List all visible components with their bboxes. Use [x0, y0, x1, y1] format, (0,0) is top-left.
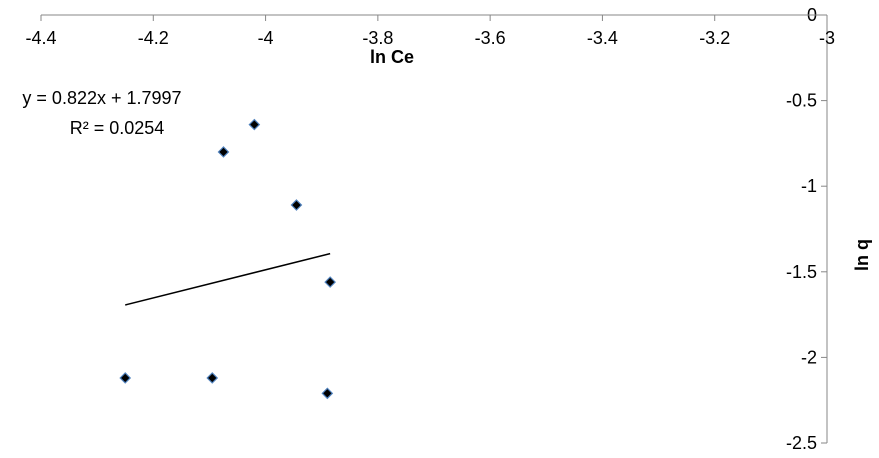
- data-point: [248, 118, 261, 131]
- y-tick-label: -0.5: [786, 91, 817, 111]
- y-tick-label: -1.5: [786, 262, 817, 282]
- x-axis-title: ln Ce: [370, 47, 414, 67]
- y-axis-title: ln q: [852, 239, 872, 271]
- trendline-group: [125, 252, 331, 306]
- x-tick-label: -3.6: [475, 28, 506, 48]
- x-tick-label: -3.2: [699, 28, 730, 48]
- y-axis: 0-0.5-1-1.5-2-2.5: [786, 5, 828, 453]
- data-point: [324, 276, 336, 288]
- data-point: [206, 372, 219, 384]
- x-axis: -4.4 -4.2 -4 -3.8 -3.6 -3.4 -3.2 -3: [25, 14, 835, 48]
- x-tick-label: -3.4: [587, 28, 618, 48]
- data-points: [119, 118, 336, 400]
- y-tick-label: -1: [801, 176, 817, 196]
- data-point: [119, 372, 132, 384]
- data-point: [290, 199, 303, 211]
- r-squared-label: R² = 0.0254: [70, 118, 165, 138]
- x-tick-label: -4.2: [138, 28, 169, 48]
- y-tick-label: -2: [801, 347, 817, 367]
- x-tick-label: -4: [258, 28, 274, 48]
- trendline-equation: y = 0.822x + 1.7997: [22, 88, 181, 108]
- x-tick-label: -3.8: [362, 28, 393, 48]
- x-tick-label: -4.4: [25, 28, 56, 48]
- trendline: [125, 252, 331, 306]
- x-tick-label: -3: [819, 28, 835, 48]
- data-point: [217, 146, 230, 158]
- y-tick-label: -2.5: [786, 433, 817, 453]
- data-point: [321, 387, 334, 400]
